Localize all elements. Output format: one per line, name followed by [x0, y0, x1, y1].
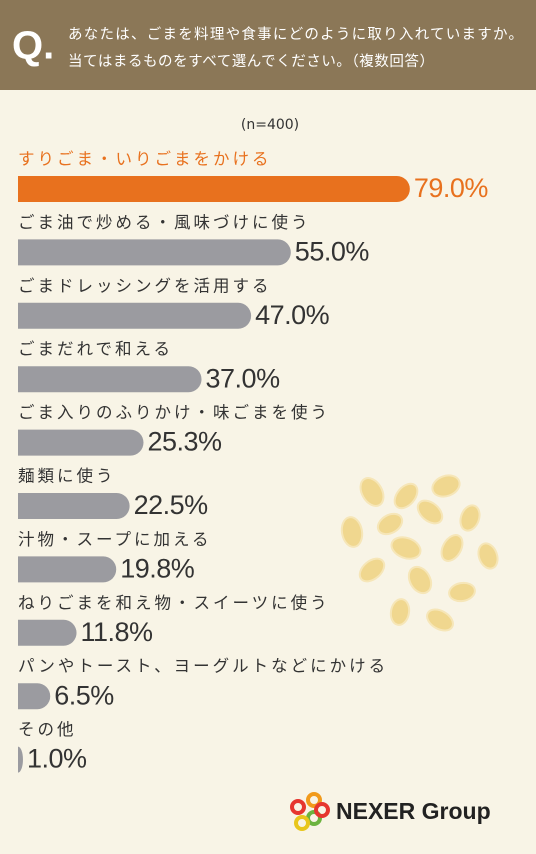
bar [18, 429, 144, 456]
category-label: ごま入りのふりかけ・味ごまを使う [18, 403, 330, 422]
category-label: 汁物・スープに加える [18, 530, 212, 549]
value-label: 1.0% [27, 744, 87, 774]
value-label: 47.0% [255, 300, 330, 330]
bar [18, 619, 77, 646]
value-label: 22.5% [134, 490, 209, 520]
bar [18, 493, 130, 519]
bar [18, 683, 51, 710]
category-label: 麺類に使う [18, 467, 116, 486]
bar [18, 239, 291, 266]
bar [18, 302, 252, 329]
brand-name: NEXER Group [336, 798, 491, 824]
value-label: 11.8% [81, 617, 154, 647]
value-label: 55.0% [295, 237, 370, 267]
bar [18, 176, 410, 202]
value-label: 6.5% [54, 680, 114, 710]
question-line: あなたは、ごまを料理や食事にどのように取り入れていますか。 [68, 26, 523, 43]
bar [18, 366, 202, 393]
sesame-decoration [340, 474, 499, 632]
category-label: すりごま・いりごまをかける [18, 150, 272, 169]
category-label: パンやトースト、ヨーグルトなどにかける [18, 657, 388, 676]
q-mark: Q. [12, 24, 54, 68]
category-label: ねりごまを和え物・スイーツに使う [18, 593, 330, 612]
question-line: 当てはまるものをすべて選んでください。（複数回答） [68, 53, 434, 70]
category-label: ごまだれで和える [18, 340, 173, 359]
header-band [0, 0, 536, 90]
bar [18, 556, 117, 583]
value-label: 79.0% [414, 173, 489, 203]
category-label: ごまドレッシングを活用する [18, 276, 272, 295]
bar [18, 746, 23, 773]
bar-chart: すりごま・いりごまをかける 79.0% ごま油で炒める・風味づけに使う 55.0% ごま… [18, 150, 489, 774]
value-label: 19.8% [120, 554, 195, 584]
category-label: ごま油で炒める・風味づけに使う [18, 213, 311, 232]
sample-size: (n=400) [241, 117, 299, 133]
value-label: 25.3% [147, 427, 222, 457]
value-label: 37.0% [206, 363, 281, 393]
category-label: その他 [18, 720, 77, 739]
brand-logo [290, 792, 330, 831]
